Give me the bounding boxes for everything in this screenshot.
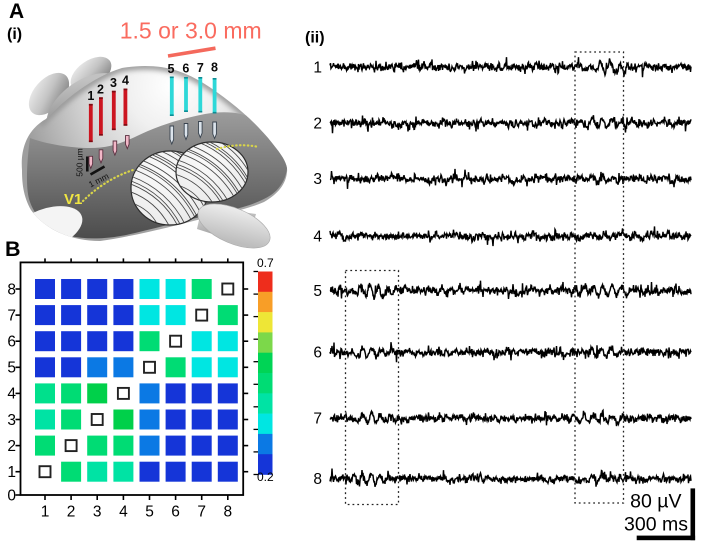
svg-text:1: 1: [7, 464, 16, 481]
svg-text:500 µm: 500 µm: [75, 148, 85, 177]
svg-text:1.5 or 3.0 mm: 1.5 or 3.0 mm: [120, 17, 262, 43]
svg-text:(ii): (ii): [305, 30, 325, 47]
svg-text:6: 6: [313, 345, 322, 362]
svg-text:1: 1: [41, 504, 50, 521]
svg-text:A: A: [9, 0, 24, 23]
svg-text:3: 3: [313, 171, 322, 188]
svg-text:4: 4: [7, 386, 16, 403]
svg-text:8: 8: [7, 281, 16, 298]
svg-text:300 ms: 300 ms: [624, 514, 688, 536]
svg-text:0: 0: [7, 487, 16, 504]
svg-text:4: 4: [119, 504, 128, 521]
svg-text:6: 6: [7, 334, 16, 351]
svg-text:2: 2: [7, 438, 16, 455]
svg-text:3: 3: [7, 412, 16, 429]
svg-text:3: 3: [110, 76, 117, 90]
svg-text:4: 4: [122, 73, 129, 87]
svg-text:2: 2: [313, 116, 322, 133]
svg-text:5: 5: [168, 62, 175, 76]
svg-text:2: 2: [97, 82, 104, 96]
svg-text:80 µV: 80 µV: [630, 491, 681, 513]
svg-text:7: 7: [313, 411, 322, 428]
svg-text:1: 1: [87, 89, 94, 103]
svg-text:4: 4: [313, 228, 322, 245]
svg-text:3: 3: [93, 504, 102, 521]
svg-text:1: 1: [313, 60, 322, 77]
svg-text:5: 5: [7, 360, 16, 377]
svg-text:8: 8: [313, 471, 322, 488]
svg-text:0.2: 0.2: [257, 470, 274, 484]
svg-text:0.7: 0.7: [257, 256, 274, 270]
svg-text:6: 6: [171, 504, 180, 521]
svg-text:5: 5: [145, 504, 154, 521]
svg-text:V1: V1: [64, 191, 82, 208]
svg-text:6: 6: [182, 62, 189, 76]
svg-text:7: 7: [7, 307, 16, 324]
svg-text:7: 7: [197, 61, 204, 75]
svg-text:8: 8: [223, 504, 232, 521]
svg-text:(i): (i): [7, 26, 22, 43]
svg-text:2: 2: [67, 504, 76, 521]
svg-text:B: B: [5, 237, 21, 261]
svg-text:8: 8: [211, 61, 218, 75]
svg-text:5: 5: [313, 283, 322, 300]
svg-text:7: 7: [197, 504, 206, 521]
